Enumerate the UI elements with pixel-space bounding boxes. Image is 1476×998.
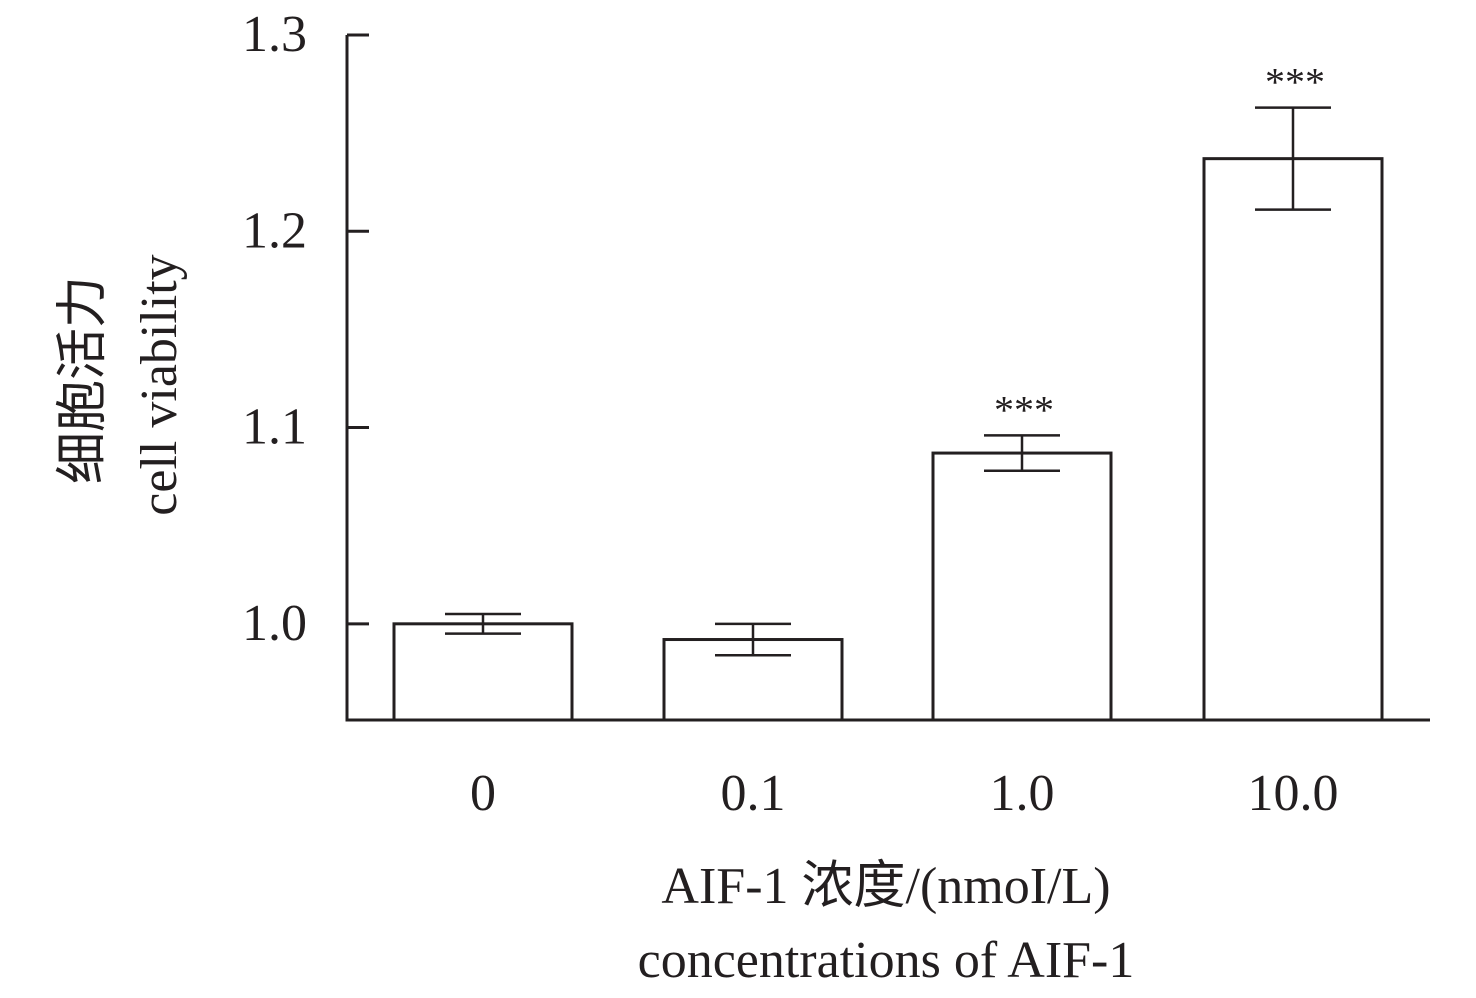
- bars: *** ***: [392, 60, 1384, 722]
- y-ticks: 1.0 1.1 1.2 1.3: [242, 6, 369, 652]
- x-tick-label: 0: [470, 765, 496, 822]
- significance-label: ***: [1265, 60, 1325, 105]
- x-tick-label: 0.1: [721, 765, 786, 822]
- y-axis-label-line-1: 细胞活力: [55, 276, 112, 484]
- y-axis-label-line-2: cell viability: [131, 254, 188, 515]
- x-axis-label-line-1: AIF-1 浓度/(nmoI/L): [661, 858, 1110, 915]
- x-ticks: 0 0.1 1.0 10.0: [470, 765, 1339, 822]
- y-tick-label: 1.2: [242, 202, 307, 259]
- bar: [392, 622, 574, 722]
- x-axis-label-line-2: concentrations of AIF-1: [638, 932, 1135, 989]
- significance-label: ***: [994, 387, 1054, 432]
- y-tick-label: 1.1: [242, 399, 307, 456]
- bar: [1202, 157, 1384, 722]
- y-tick-label: 1.3: [242, 6, 307, 63]
- x-tick-label: 1.0: [990, 765, 1055, 822]
- y-tick-label: 1.0: [242, 595, 307, 652]
- bar: [931, 451, 1113, 722]
- x-tick-label: 10.0: [1248, 765, 1339, 822]
